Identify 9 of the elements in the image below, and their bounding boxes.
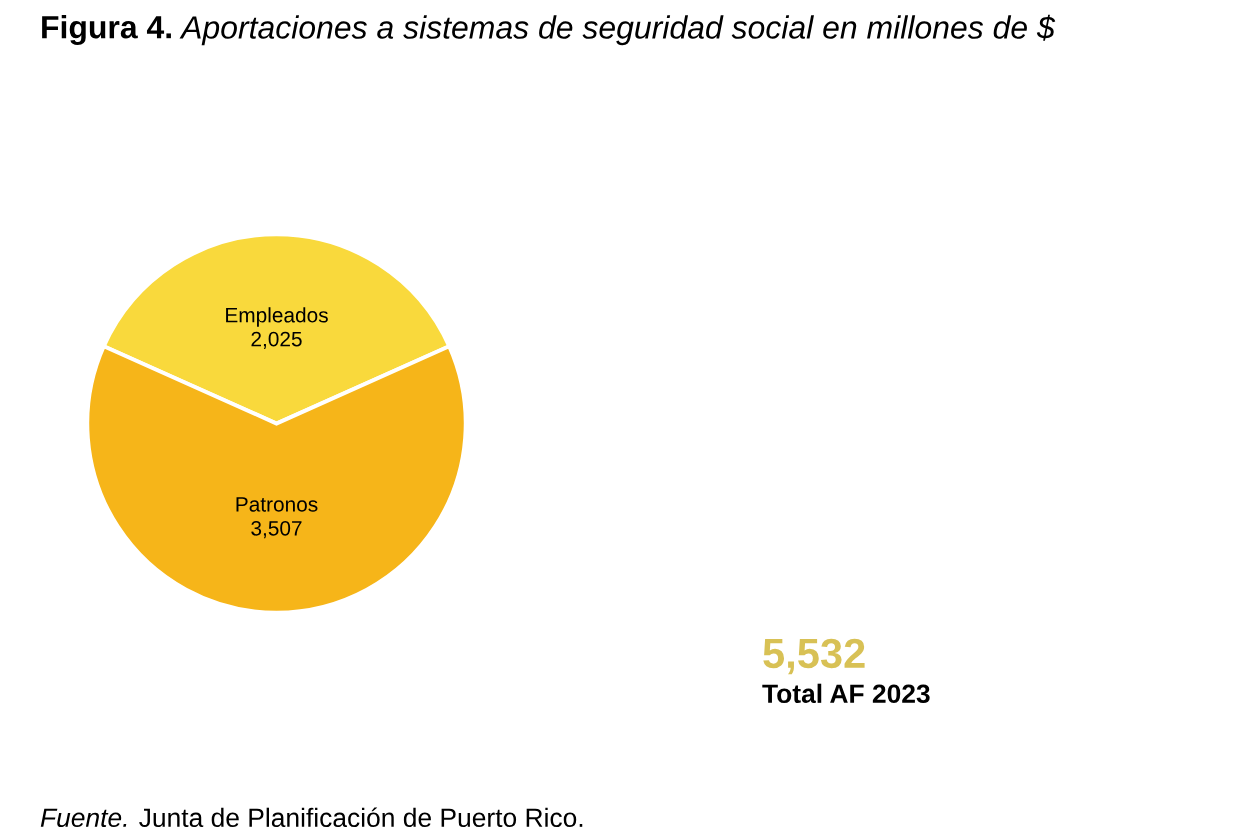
slice-label: Patronos <box>236 497 318 512</box>
source-note: Fuente. Junta de Planificación de Puerto Rico. <box>40 807 583 828</box>
chart-title: Figura 4. <box>42 15 171 45</box>
text: Total AF 2023 <box>762 683 930 704</box>
text: Aportaciones a sistemas de seguridad social en millones de $ <box>179 14 1056 46</box>
text: 5,532 <box>763 638 865 675</box>
data-label: 3,507 <box>251 520 302 539</box>
slice-label: Empleados <box>226 307 328 327</box>
data-label: 2,025 <box>251 331 302 349</box>
